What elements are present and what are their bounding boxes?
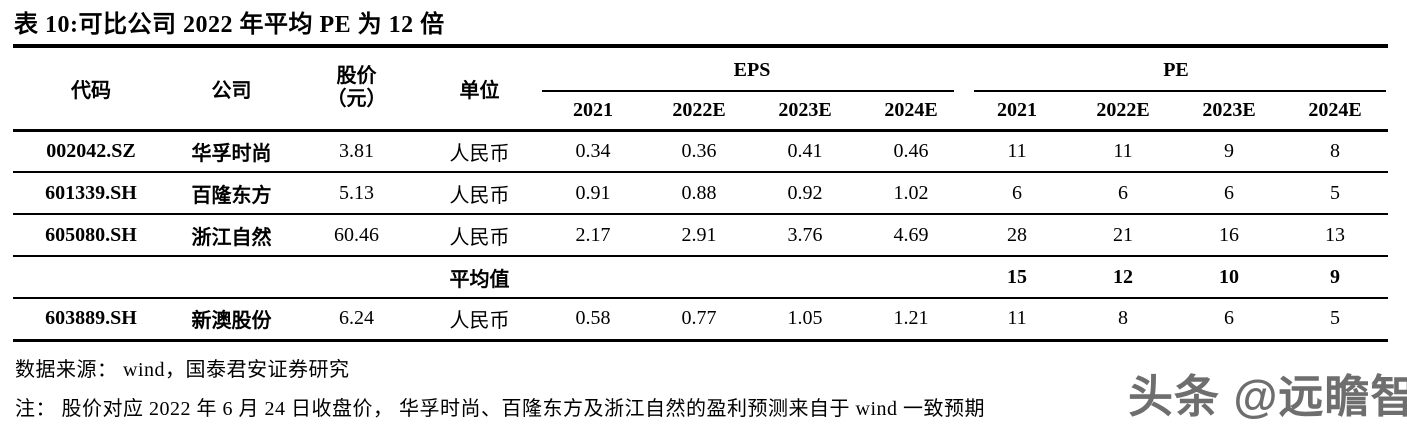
data-source-text: 数据来源： wind，国泰君安证券研究 [15,359,350,381]
pe-value-cell: 28 [1007,223,1027,246]
pe-value-cell: 6 [1224,181,1234,204]
header-group-row: 代码 公司 股价 （元） 单位 EPS PE [13,46,1388,110]
eps-value-cell: 0.34 [575,139,611,162]
eps-value-cell: 1.21 [893,307,929,330]
eps-value-cell: 0.41 [787,139,823,162]
footnote-text: 注： 股价对应 2022 年 6 月 24 日收盘价， 华孚时尚、百隆东方及浙江… [15,398,985,420]
col-header-code: 代码 [71,79,111,102]
pe-value-cell: 11 [1007,139,1027,162]
eps-value-cell [752,256,858,298]
pe-year-2023e: 2023E [1202,98,1256,121]
average-label-cell: 平均值 [449,268,510,291]
col-header-price: 股价 （元） [294,46,419,130]
pe-value-cell: 12 [1113,265,1133,288]
pe-year-2021: 2021 [997,98,1037,121]
eps-value-cell: 2.17 [575,223,611,246]
eps-value-cell: 4.69 [893,223,929,246]
pe-value-cell: 11 [1113,139,1133,162]
code-cell [13,256,169,298]
pe-year-2022e: 2022E [1096,98,1150,121]
pe-value-cell: 13 [1325,223,1345,246]
unit-cell: 人民币 [449,142,510,165]
eps-group-underline [542,90,954,92]
eps-group-header: EPS [540,46,964,92]
code-cell: 002042.SZ [46,139,136,162]
company-cell: 浙江自然 [191,226,272,249]
header-years-row: 2021 2022E 2023E 2024E 2021 2022E 2023E … [13,92,1388,130]
pe-value-cell: 5 [1330,181,1340,204]
table-row-xinao: 603889.SH 新澳股份 6.24 人民币 0.58 0.77 1.05 1… [13,298,1388,340]
pe-value-cell: 5 [1330,307,1340,330]
pe-group-label: PE [1163,58,1189,81]
table-title: 表 10:可比公司 2022 年平均 PE 为 12 倍 [14,12,445,38]
table-row-bailong: 601339.SH 百隆东方 5.13 人民币 0.91 0.88 0.92 1… [13,172,1388,214]
pe-value-cell: 21 [1113,223,1133,246]
price-header-line1: 股价 [336,65,377,88]
table-row-huafu: 002042.SZ 华孚时尚 3.81 人民币 0.34 0.36 0.41 0… [13,130,1388,172]
unit-cell: 人民币 [449,226,510,249]
pe-group-underline [974,90,1386,92]
price-cell: 60.46 [334,223,379,246]
pe-value-cell: 6 [1012,181,1022,204]
table-row-average: 平均值 15 12 10 9 [13,256,1388,298]
watermark-text: 头条 @远瞻智库 [1128,371,1407,422]
price-cell: 5.13 [339,181,374,204]
eps-year-2023e: 2023E [778,98,832,121]
eps-value-cell: 1.05 [787,307,823,330]
eps-year-2022e: 2022E [672,98,726,121]
eps-value-cell: 3.76 [787,223,823,246]
eps-value-cell: 0.77 [681,307,717,330]
pe-value-cell: 8 [1118,307,1128,330]
price-cell: 3.81 [339,139,374,162]
eps-value-cell: 0.58 [575,307,611,330]
company-cell: 新澳股份 [191,310,272,333]
pe-value-cell: 6 [1118,181,1128,204]
unit-cell: 人民币 [449,310,510,333]
table-row-zhejiang: 605080.SH 浙江自然 60.46 人民币 2.17 2.91 3.76 … [13,214,1388,256]
pe-group-header: PE [964,46,1388,92]
pe-year-2024e: 2024E [1308,98,1362,121]
eps-group-label: EPS [733,58,771,81]
company-cell: 百隆东方 [191,184,272,207]
code-cell: 601339.SH [45,181,137,204]
eps-year-2024e: 2024E [884,98,938,121]
eps-value-cell: 0.91 [575,181,611,204]
pe-value-cell: 15 [1007,265,1027,288]
pe-value-cell: 11 [1007,307,1027,330]
comparable-companies-table: 代码 公司 股价 （元） 单位 EPS PE 2021 2022E 2023E … [13,44,1388,342]
code-cell: 603889.SH [45,307,137,330]
code-cell: 605080.SH [45,223,137,246]
price-cell [294,256,419,298]
price-header-line2: （元） [326,88,387,111]
eps-value-cell: 0.46 [893,139,929,162]
unit-cell: 人民币 [449,184,510,207]
pe-value-cell: 6 [1224,307,1234,330]
eps-year-2021: 2021 [573,98,613,121]
pe-value-cell: 16 [1219,223,1239,246]
eps-value-cell: 1.02 [893,181,929,204]
pe-value-cell: 9 [1224,139,1234,162]
pe-value-cell: 8 [1330,139,1340,162]
eps-value-cell: 0.88 [681,181,717,204]
eps-value-cell: 0.36 [681,139,717,162]
col-header-unit: 单位 [459,79,500,102]
eps-value-cell: 0.92 [787,181,823,204]
pe-value-cell: 9 [1330,265,1340,288]
price-cell: 6.24 [339,307,374,330]
eps-value-cell [646,256,752,298]
pe-value-cell: 10 [1219,265,1239,288]
eps-value-cell: 2.91 [681,223,717,246]
col-header-company: 公司 [211,79,252,102]
company-cell [169,256,294,298]
eps-value-cell [540,256,646,298]
eps-value-cell [858,256,964,298]
company-cell: 华孚时尚 [191,142,272,165]
